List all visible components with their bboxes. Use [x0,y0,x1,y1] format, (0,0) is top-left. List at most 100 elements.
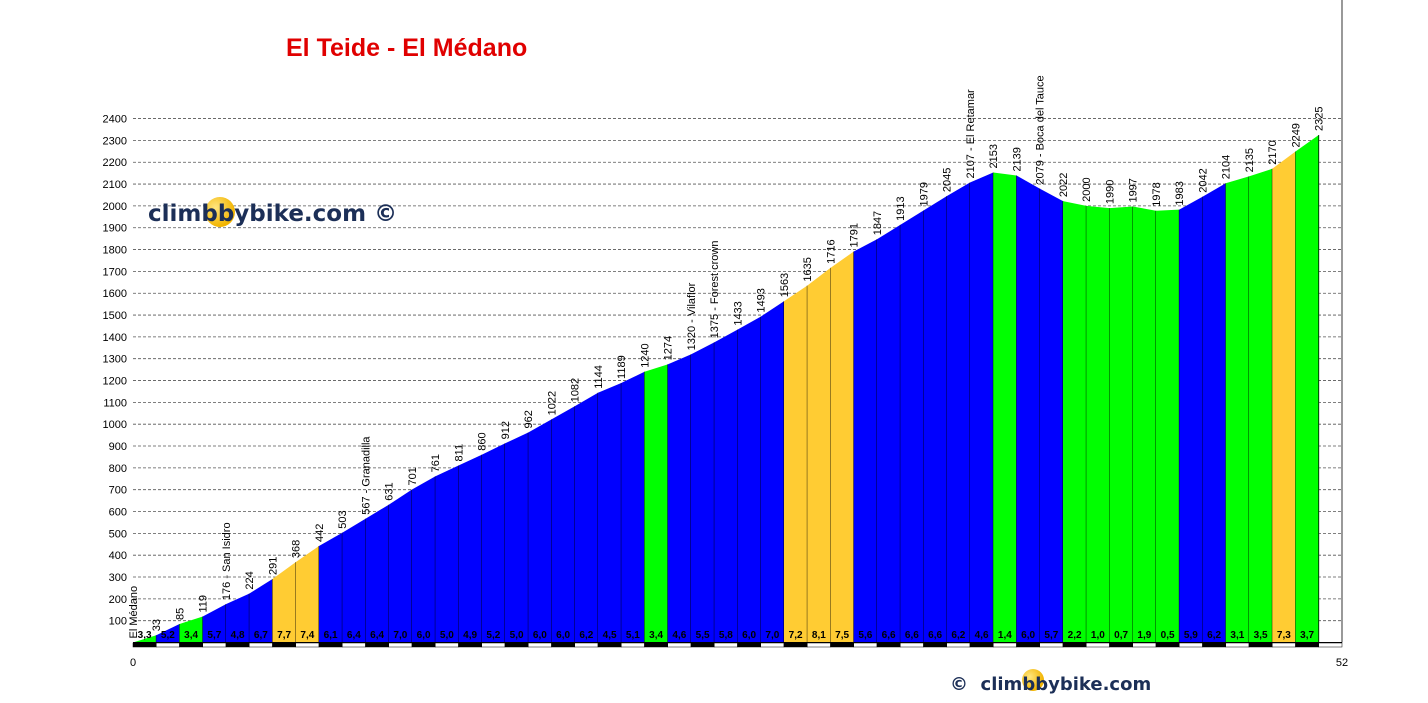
profile-segment [1272,151,1296,643]
elevation-label: 962 [523,410,535,428]
profile-segment [1016,175,1040,643]
scale-bar-segment [295,642,320,648]
gradient-label: 5,7 [1044,630,1058,641]
scale-bar-segment [714,642,738,648]
scale-bar-segment [1086,642,1110,648]
profile-segment [807,267,831,643]
gradient-label: 1,4 [998,630,1012,641]
profile-segment [900,210,924,643]
profile-segment [388,489,412,643]
y-tick-label: 2100 [103,179,127,191]
scale-bar-segment [574,642,599,648]
y-tick-label: 1400 [103,332,127,344]
profile-segment [714,329,738,643]
scale-bar-segment [179,642,203,648]
profile-segment [993,172,1017,643]
elevation-label: 860 [477,432,489,450]
y-tick-label: 1200 [103,376,127,388]
gradient-label: 6,6 [905,630,919,641]
elevation-label: 2153 [988,144,1000,168]
elevation-label: 1563 [779,273,791,297]
scale-bar-segment [411,642,436,648]
footer-copyright: © [950,674,968,695]
profile-segment [1039,188,1063,643]
elevation-label: 33 [151,619,163,631]
scale-bar-segment [690,642,715,648]
profile-segment [667,354,691,643]
scale-bar-segment [225,642,250,648]
gradient-label: 5,7 [207,630,221,641]
footer-logo: © climbbybike.com [950,674,1151,695]
profile-segment [621,371,645,643]
elevation-label: 85 [175,608,187,620]
profile-segment [970,172,994,643]
profile-segment [505,432,529,643]
gradient-label: 3,4 [649,630,663,641]
profile-segment [598,382,622,643]
scale-bar-segment [900,642,924,648]
gradient-label: 5,8 [719,630,733,641]
x-axis-ticks: 0 52 [130,657,1348,669]
scale-bar-segment [644,642,668,648]
elevation-label: 1997 [1128,178,1140,202]
elevation-label: 1375 - Forest crown [709,241,721,339]
elevation-label: 1913 [895,196,907,220]
gradient-label: 7,7 [277,630,291,641]
elevation-label: 119 [198,595,210,613]
scale-bar-segment [853,642,878,648]
elevation-label: 1022 [547,391,559,415]
elevation-label: 2022 [1058,173,1070,197]
scale-bar-segment [667,642,692,648]
profile-segment [319,532,343,643]
gradient-label: 0,5 [1161,630,1175,641]
scale-bar-segment [760,642,785,648]
gradient-label: 6,0 [533,630,547,641]
elevation-label: 1791 [849,223,861,247]
elevation-label: 1990 [1105,180,1117,204]
scale-bar-segment [783,642,808,648]
scale-bar-segment [132,642,157,648]
gradient-label: 4,6 [672,630,686,641]
profile-segment [574,392,598,643]
y-tick-label: 2400 [103,114,127,126]
elevation-label: 224 [244,571,256,589]
scale-bar-segment [969,642,994,648]
gradient-label: 4,5 [603,630,617,641]
profile-segment [877,224,901,643]
y-tick-label: 1900 [103,223,127,235]
profile-segment [202,604,226,643]
scale-bar-segment [1016,642,1040,648]
elevation-label: 2170 [1267,140,1279,164]
scale-bar-segment [1272,642,1296,648]
elevation-label: 442 [314,524,326,542]
scale-bar-segment [1155,642,1180,648]
footer-logo-ball-icon [1022,669,1044,691]
elevation-label: 701 [407,467,419,485]
gradient-label: 7,2 [789,630,803,641]
profile-segment [1156,209,1180,643]
scale-bar-segment [318,642,343,648]
elevation-label: 368 [291,540,303,558]
profile-segment [1109,206,1133,643]
elevation-label: 631 [384,482,396,500]
y-tick-label: 2200 [103,157,127,169]
y-tick-label: 400 [109,550,127,562]
elevation-label: 1433 [733,301,745,325]
profile-segment [412,476,436,643]
y-tick-label: 2000 [103,201,127,213]
scale-bar-segment [597,642,622,648]
scale-bar-segment [1202,642,1226,648]
scale-bar-segment [1109,642,1133,648]
gradient-label: 7,4 [300,630,314,641]
elevation-label: 1978 [1151,182,1163,206]
elevation-label: 1847 [872,211,884,235]
y-tick-label: 1000 [103,419,127,431]
profile-segment [1249,168,1273,643]
scale-bar-segment [807,642,831,648]
y-tick-label: 300 [109,572,127,584]
profile-segment [760,301,784,643]
gradient-label: 5,5 [696,630,710,641]
gradient-label: 3,1 [1230,630,1244,641]
elevation-label: 2135 [1244,148,1256,172]
